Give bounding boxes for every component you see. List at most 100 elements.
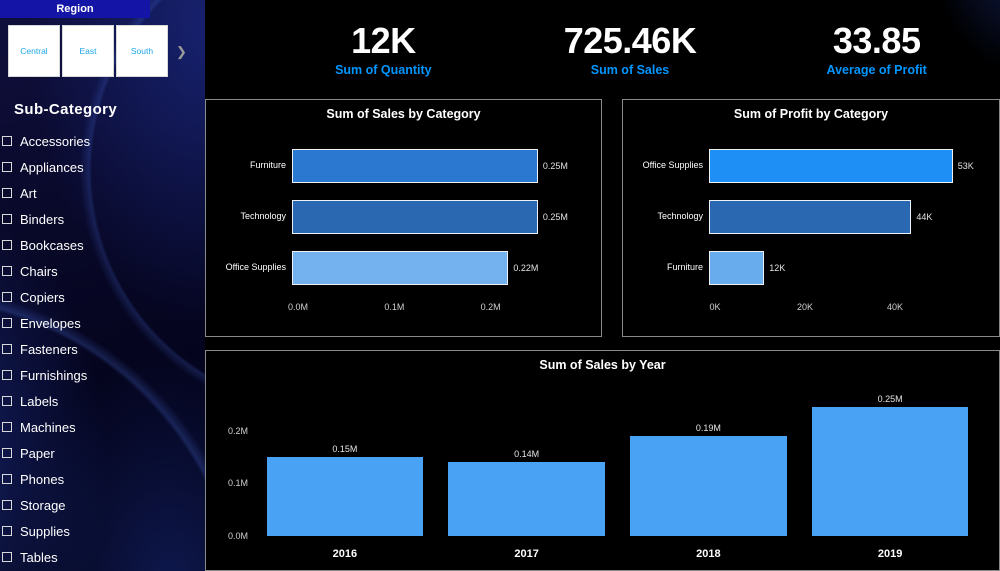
bar-track: 0.25M (292, 200, 587, 234)
subcategory-label: Supplies (20, 523, 70, 539)
checkbox-icon[interactable] (2, 266, 12, 276)
kpi-label: Sum of Sales (590, 62, 670, 77)
data-label: 0.15M (332, 444, 358, 455)
sidebar: Region Central East South ❯ Sub-Category A… (0, 0, 205, 571)
x-tick-label: 0.1M (384, 302, 405, 312)
kpi-value: 33.85 (832, 20, 921, 62)
region-button-central[interactable]: Central (8, 25, 60, 77)
y-tick-label: 0.1M (227, 478, 248, 489)
x-tick-label: 2017 (514, 548, 539, 560)
bar-row-technology: Technology 44K (637, 200, 985, 234)
kpi-card-sum-of-sales: 725.46K Sum of Sales (507, 0, 754, 99)
checkbox-icon[interactable] (2, 292, 12, 302)
subcategory-item-envelopes[interactable]: Envelopes (0, 310, 205, 336)
kpi-card-sum-of-quantity: 12K Sum of Quantity (260, 0, 507, 99)
checkbox-icon[interactable] (2, 214, 12, 224)
subcategory-label: Fasteners (20, 341, 78, 357)
bar-technology[interactable] (292, 200, 538, 234)
category-label: Furniture (666, 262, 703, 273)
checkbox-icon[interactable] (2, 422, 12, 432)
checkbox-icon[interactable] (2, 318, 12, 328)
subcategory-label: Storage (20, 497, 66, 513)
x-axis: 2016 2017 2018 2019 (254, 548, 981, 560)
x-tick-label: 0.0M (287, 302, 309, 312)
subcategory-item-labels[interactable]: Labels (0, 388, 205, 414)
checkbox-icon[interactable] (2, 552, 12, 562)
subcategory-label: Chairs (20, 263, 58, 279)
subcategory-item-supplies[interactable]: Supplies (0, 518, 205, 544)
data-label: 0.19M (695, 423, 721, 434)
data-label: 44K (916, 212, 933, 222)
bar-furniture[interactable] (709, 251, 765, 285)
bar-office-supplies[interactable] (292, 251, 509, 285)
bar-2018[interactable] (630, 436, 787, 536)
subcategory-item-machines[interactable]: Machines (0, 414, 205, 440)
sales-by-category-chart: Sum of Sales by Category Furniture 0.25M Te… (205, 99, 602, 337)
region-button-south[interactable]: South (116, 25, 168, 77)
subcategory-item-copiers[interactable]: Copiers (0, 284, 205, 310)
kpi-label: Average of Profit (826, 62, 927, 77)
chart-title: Sum of Sales by Year (539, 358, 666, 372)
bar-track: 0.25M (292, 149, 587, 183)
column-2017: 0.14M (436, 394, 618, 536)
subcategory-item-binders[interactable]: Binders (0, 206, 205, 232)
chart-plot-area: Office Supplies 53K Technology 44K Furniture… (623, 123, 999, 316)
subcategory-label: Copiers (20, 289, 65, 305)
subcategory-item-chairs[interactable]: Chairs (0, 258, 205, 284)
subcategory-label: Labels (20, 393, 59, 409)
checkbox-icon[interactable] (2, 240, 12, 250)
subcategory-item-tables[interactable]: Tables (0, 544, 205, 570)
middle-charts-row: Sum of Sales by Category Furniture 0.25M Te… (205, 99, 1000, 337)
subcategory-label: Phones (20, 471, 65, 487)
bar-row-technology: Technology 0.25M (220, 200, 587, 234)
bar-office-supplies[interactable] (709, 149, 953, 183)
bar-track: 0.22M (292, 251, 587, 285)
checkbox-icon[interactable] (2, 136, 12, 146)
data-label: 0.25M (542, 212, 568, 222)
checkbox-icon[interactable] (2, 500, 12, 510)
checkbox-icon[interactable] (2, 474, 12, 484)
subcategory-label: Envelopes (20, 315, 81, 331)
x-tick-label: 40K (886, 302, 904, 312)
category-label: Technology (657, 211, 703, 222)
subcategory-item-phones[interactable]: Phones (0, 466, 205, 492)
bar-furniture[interactable] (292, 149, 538, 183)
bar-technology[interactable] (709, 200, 912, 234)
data-label: 0.14M (514, 449, 540, 460)
subcategory-label: Accessories (20, 133, 91, 149)
checkbox-icon[interactable] (2, 448, 12, 458)
bar-track: 12K (709, 251, 985, 285)
profit-by-category-chart: Sum of Profit by Category Office Supplies… (622, 99, 1000, 337)
checkbox-icon[interactable] (2, 188, 12, 198)
bar-2019[interactable] (811, 407, 969, 536)
kpi-label: Sum of Quantity (335, 62, 432, 77)
subcategory-item-accessories[interactable]: Accessories (0, 128, 205, 154)
plot: 0.15M 0.14M 0.19M 0.25M (254, 394, 981, 536)
bar-2016[interactable] (266, 457, 424, 536)
bar-2017[interactable] (448, 462, 605, 536)
kpi-value: 12K (351, 20, 416, 62)
checkbox-icon[interactable] (2, 370, 12, 380)
subcategory-item-paper[interactable]: Paper (0, 440, 205, 466)
data-label: 0.25M (877, 394, 903, 404)
checkbox-icon[interactable] (2, 162, 12, 172)
subcategory-item-appliances[interactable]: Appliances (0, 154, 205, 180)
subcategory-item-fasteners[interactable]: Fasteners (0, 336, 205, 362)
subcategory-item-art[interactable]: Art (0, 180, 205, 206)
subcategory-slicer-title: Sub-Category (14, 101, 118, 118)
subcategory-item-bookcases[interactable]: Bookcases (0, 232, 205, 258)
bar-row-furniture: Furniture 12K (637, 251, 985, 285)
category-label: Office Supplies (642, 160, 703, 171)
subcategory-label: Bookcases (20, 237, 84, 253)
data-label: 0.25M (542, 161, 568, 171)
x-tick-label: 20K (796, 302, 814, 312)
region-button-east[interactable]: East (62, 25, 114, 77)
region-scroll-right-icon[interactable]: ❯ (176, 44, 187, 59)
subcategory-item-furnishings[interactable]: Furnishings (0, 362, 205, 388)
checkbox-icon[interactable] (2, 396, 12, 406)
checkbox-icon[interactable] (2, 344, 12, 354)
x-tick-label: 2019 (877, 548, 903, 560)
region-slicer: Central East South (8, 25, 168, 77)
checkbox-icon[interactable] (2, 526, 12, 536)
subcategory-item-storage[interactable]: Storage (0, 492, 205, 518)
